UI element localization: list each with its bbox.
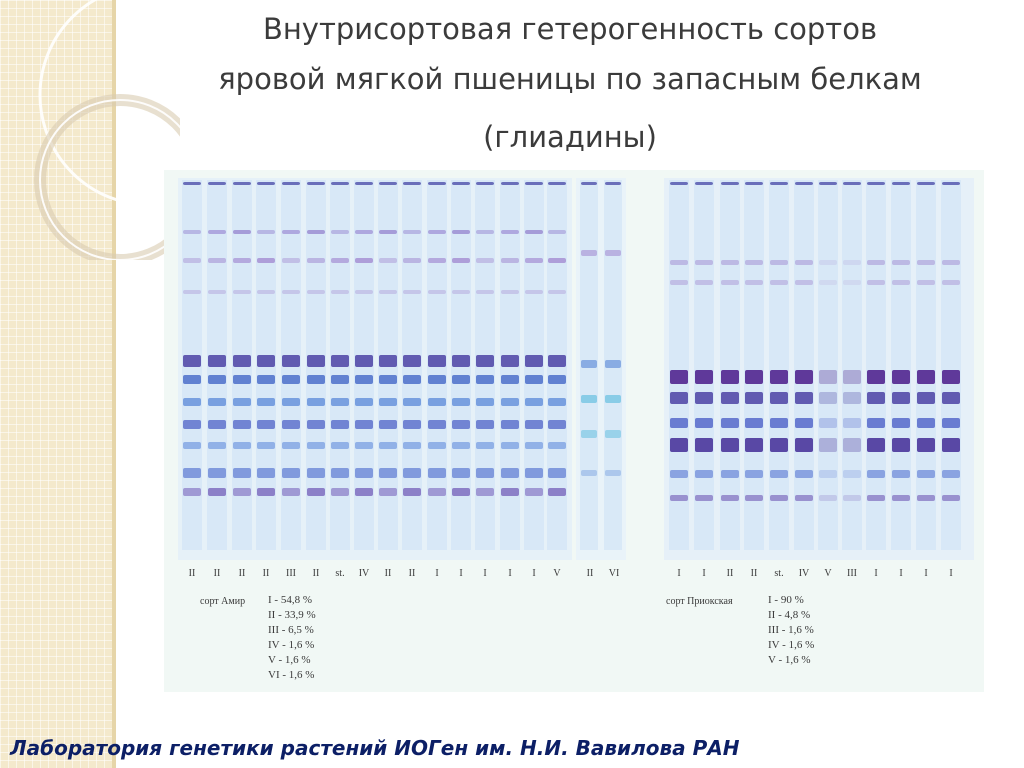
frequency-row: IV - 1,6 %	[768, 639, 815, 651]
lane-label: II	[384, 568, 392, 579]
gel-lane-left	[207, 180, 227, 550]
lane-label: II	[238, 568, 246, 579]
frequency-row: VI - 1,6 %	[268, 669, 315, 681]
lane-label: I	[924, 568, 928, 579]
side-strip-edge	[112, 0, 116, 768]
frequency-row: II - 4,8 %	[768, 609, 811, 621]
lane-label: II	[408, 568, 416, 579]
gel-lane-right	[769, 180, 789, 550]
lane-label: II	[188, 568, 196, 579]
lane-label: II	[262, 568, 270, 579]
lane-label: II	[750, 568, 758, 579]
lane-label: V	[553, 568, 561, 579]
frequency-row: I - 90 %	[768, 594, 804, 606]
gel-lane-separated	[580, 180, 598, 550]
gel-lane-left	[378, 180, 398, 550]
lane-label: II	[726, 568, 734, 579]
frequency-row: III - 1,6 %	[768, 624, 814, 636]
gel-lane-left	[402, 180, 422, 550]
slide-title: Внутрисортовая гетерогенность сортов яро…	[150, 4, 990, 162]
gel-lane-right	[842, 180, 862, 550]
lane-label: I	[874, 568, 878, 579]
lane-label: I	[677, 568, 681, 579]
gel-lane-left	[182, 180, 202, 550]
gel-image	[178, 178, 974, 560]
gel-lane-right	[694, 180, 714, 550]
lane-label: III	[286, 568, 296, 579]
lane-label: III	[847, 568, 857, 579]
title-line-1: Внутрисортовая гетерогенность сортов	[262, 12, 878, 46]
lane-label: I	[435, 568, 439, 579]
lane-label: I	[949, 568, 953, 579]
lane-label: I	[532, 568, 536, 579]
gel-lane-separated	[604, 180, 622, 550]
title-line-2: яровой мягкой пшеницы по запасным белкам	[218, 62, 922, 96]
gel-lane-left	[547, 180, 567, 550]
lane-label: VI	[608, 568, 620, 579]
gel-lane-right	[794, 180, 814, 550]
gel-lane-right	[669, 180, 689, 550]
gel-lane-right	[941, 180, 961, 550]
gel-lane-left	[306, 180, 326, 550]
lane-label: I	[459, 568, 463, 579]
lane-label: I	[702, 568, 706, 579]
lane-label: IV	[798, 568, 810, 579]
lab-footer: Лаборатория генетики растений ИОГен им. …	[10, 736, 740, 760]
lane-label: II	[586, 568, 594, 579]
gel-lane-left	[354, 180, 374, 550]
title-line-3: (глиадины)	[483, 120, 657, 154]
lane-label: I	[508, 568, 512, 579]
lane-label: II	[213, 568, 221, 579]
frequency-row: II - 33,9 %	[268, 609, 316, 621]
frequency-row: III - 6,5 %	[268, 624, 314, 636]
variety-label-priokskaya: сорт Приокская	[666, 596, 733, 607]
electrophoresis-figure: II II II II III II st. IV II II I I I I I V II VI I I II II s…	[164, 170, 984, 692]
variety-label-amir: сорт Амир	[200, 596, 246, 607]
gel-lane-left	[427, 180, 447, 550]
frequency-row: I - 54,8 %	[268, 594, 312, 606]
lane-label: st.	[774, 568, 784, 579]
gel-lane-right	[720, 180, 740, 550]
lane-label: I	[483, 568, 487, 579]
gel-lane-left	[256, 180, 276, 550]
lane-label: II	[312, 568, 320, 579]
frequency-row: V - 1,6 %	[268, 654, 311, 666]
lane-label: IV	[358, 568, 370, 579]
decorative-rings	[34, 0, 180, 260]
gel-lane-left	[330, 180, 350, 550]
lane-label: V	[824, 568, 832, 579]
gel-lane-right	[916, 180, 936, 550]
gel-lane-right	[818, 180, 838, 550]
gel-lane-right	[866, 180, 886, 550]
frequency-row: IV - 1,6 %	[268, 639, 315, 651]
gel-lane-right	[744, 180, 764, 550]
gel-lane-left	[475, 180, 495, 550]
gel-lane-left	[451, 180, 471, 550]
gel-lane-left	[232, 180, 252, 550]
gel-lane-left	[524, 180, 544, 550]
gel-lane-right	[891, 180, 911, 550]
gel-lane-left	[500, 180, 520, 550]
lane-label: I	[899, 568, 903, 579]
gel-lane-left	[281, 180, 301, 550]
frequency-row: V - 1,6 %	[768, 654, 811, 666]
lane-label: st.	[335, 568, 345, 579]
